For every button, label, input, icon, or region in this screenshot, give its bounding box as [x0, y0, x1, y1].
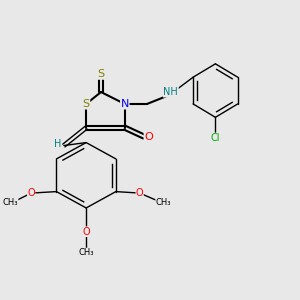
Text: O: O — [144, 132, 153, 142]
Text: S: S — [82, 99, 90, 109]
Text: S: S — [98, 69, 105, 79]
Text: Cl: Cl — [211, 133, 220, 143]
Text: CH₃: CH₃ — [156, 197, 171, 206]
Text: H: H — [54, 139, 61, 149]
Text: O: O — [27, 188, 35, 198]
Text: O: O — [82, 227, 90, 237]
Text: CH₃: CH₃ — [3, 197, 18, 206]
Text: CH₃: CH₃ — [78, 248, 94, 257]
Text: N: N — [121, 99, 129, 109]
Text: NH: NH — [164, 87, 178, 97]
Text: O: O — [136, 188, 143, 198]
